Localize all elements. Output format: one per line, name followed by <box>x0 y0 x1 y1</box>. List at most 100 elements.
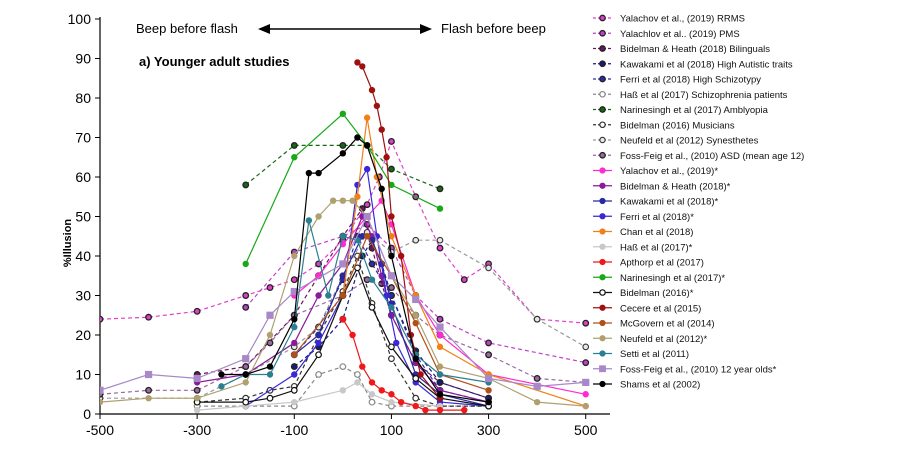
data-point <box>100 398 104 406</box>
legend-entry: Yalachov et al., (2019) RRMS <box>593 14 745 25</box>
legend-entry: Chan et al (2018) <box>593 227 693 238</box>
data-point <box>193 307 201 315</box>
annotation-beep-before-flash: Beep before flash <box>136 21 238 36</box>
legend-swatch-marker <box>599 197 606 205</box>
data-point <box>266 331 274 339</box>
data-point <box>387 165 395 173</box>
data-point <box>242 303 250 311</box>
series-line <box>100 279 586 395</box>
series-line <box>221 136 489 403</box>
series-17 <box>339 316 468 414</box>
data-point <box>100 386 104 394</box>
y-tick-label: 70 <box>75 130 91 146</box>
chart-subtitle: a) Younger adult studies <box>139 54 289 69</box>
data-point <box>417 371 424 378</box>
y-tick-label: 80 <box>75 90 91 106</box>
series-16 <box>193 379 444 414</box>
data-point <box>388 391 395 398</box>
legend-swatch-marker <box>599 289 606 296</box>
series-23 <box>218 217 492 390</box>
data-point <box>305 169 313 177</box>
data-point <box>388 343 395 351</box>
legend-swatch-marker <box>599 258 606 266</box>
x-tick-label: 100 <box>380 422 404 438</box>
data-point <box>266 363 274 370</box>
data-point <box>582 319 590 327</box>
data-point <box>388 304 395 311</box>
legend-swatch-marker <box>599 380 606 388</box>
data-point <box>100 315 104 323</box>
legend-entry: Apthorp et al (2017) <box>593 258 704 269</box>
data-point <box>388 233 395 240</box>
series-line <box>197 266 489 407</box>
data-point <box>388 355 395 363</box>
series-25 <box>218 134 492 406</box>
legend-entry: Neufeld et al (2012)* <box>593 334 707 345</box>
data-point <box>359 63 366 70</box>
data-point <box>436 185 444 193</box>
data-point <box>242 260 249 268</box>
data-point <box>436 205 444 212</box>
legend-label: Setti et al (2011) <box>620 349 689 360</box>
legend-swatch-marker <box>599 350 606 357</box>
legend-swatch-marker <box>599 60 606 68</box>
series-24 <box>100 212 590 394</box>
legend-label: Yalachlov et al.. (2019) PMS <box>620 29 740 40</box>
data-point <box>290 141 298 149</box>
data-point <box>363 201 371 209</box>
data-point <box>412 375 420 382</box>
data-point <box>582 391 589 398</box>
data-point <box>218 383 225 390</box>
legend-entry: Setti et al (2011) <box>593 349 689 360</box>
data-point <box>144 370 153 379</box>
legend-label: Haß et al (2017)* <box>620 242 693 253</box>
data-point <box>315 371 322 378</box>
data-point <box>388 213 395 220</box>
data-point <box>485 264 492 272</box>
legend-entry: Narinesingh et al (2017) Amblyopia <box>593 105 769 116</box>
legend-label: Neufeld et al (2012)* <box>620 334 707 345</box>
series-15 <box>339 114 589 410</box>
data-point <box>315 339 322 347</box>
data-point <box>145 395 152 402</box>
legend-label: Kawakami et al (2018) High Autistic trai… <box>620 59 793 70</box>
legend-entry: Foss-Feig et al., (2010) ASD (mean age 1… <box>593 151 804 162</box>
data-point <box>387 137 395 145</box>
data-point <box>368 379 376 386</box>
data-point <box>290 276 298 284</box>
legend-entry: Neufeld et al (2012) Synesthetes <box>593 136 759 147</box>
legend-label: Foss-Feig et al., (2010) 12 year olds* <box>620 364 777 375</box>
data-point <box>485 387 492 394</box>
series-line <box>197 254 489 407</box>
legend-swatch-marker <box>599 121 606 129</box>
legend-entry: Ferri et al (2018) High Schizotypy <box>593 75 761 86</box>
legend-entry: Yalachlov et al.. (2019) PMS <box>593 29 740 40</box>
y-tick-label: 20 <box>75 327 91 343</box>
data-point <box>397 398 405 406</box>
data-point <box>436 378 444 386</box>
data-point <box>461 406 468 414</box>
data-point <box>349 331 356 339</box>
legend-swatch-marker <box>599 213 606 220</box>
series-line <box>100 231 586 399</box>
data-point <box>339 233 347 240</box>
legend-label: Bidelman & Heath (2018)* <box>620 181 731 192</box>
annotation-flash-before-beep: Flash before beep <box>441 21 546 36</box>
series-line <box>245 112 441 265</box>
legend-swatch-marker <box>599 228 606 235</box>
legend-label: Neufeld et al (2012) Synesthetes <box>620 136 759 147</box>
legend-label: Narinesingh et al (2017)* <box>620 273 725 284</box>
data-point <box>315 331 322 339</box>
legend-entry: Haß et al (2017) Schizophrenia patients <box>593 90 788 101</box>
legend-label: McGovern et al (2014) <box>620 319 715 330</box>
legend-label: Yalachov et al., (2019)* <box>620 166 718 177</box>
series-line <box>100 215 586 391</box>
legend-label: Bidelman & Heath (2018) Bilinguals <box>620 44 770 55</box>
data-point <box>354 193 361 200</box>
data-point <box>315 169 322 177</box>
data-point <box>291 339 298 347</box>
y-tick-label: 100 <box>68 11 92 27</box>
legend-label: Yalachov et al., (2019) RRMS <box>620 14 745 25</box>
data-point <box>291 154 298 161</box>
series-1 <box>100 137 590 327</box>
